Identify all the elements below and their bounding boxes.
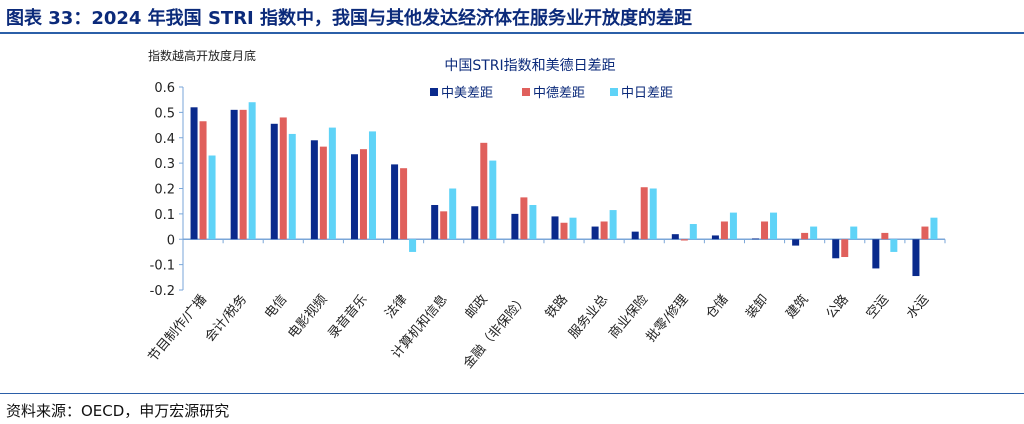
bar-1 — [190, 107, 198, 240]
bar-1 — [752, 238, 760, 240]
bar-1 — [511, 213, 519, 240]
bar-1 — [350, 154, 358, 240]
bar-2 — [600, 221, 608, 240]
bar-2 — [761, 221, 769, 240]
bar-3 — [569, 217, 577, 240]
bar-3 — [770, 212, 778, 240]
bar-3 — [850, 226, 858, 240]
x-tick-label: 电影视频 — [286, 292, 331, 341]
bar-2 — [239, 109, 247, 240]
chart-title: 中国STRI指数和美德日差距 — [444, 58, 615, 74]
bar-2 — [440, 211, 448, 240]
x-tick-label: 会计/税务 — [202, 292, 251, 345]
legend-swatch — [430, 88, 438, 96]
bar-1 — [310, 140, 318, 240]
bar-2 — [680, 239, 688, 241]
bar-3 — [689, 224, 697, 240]
bar-1 — [711, 235, 719, 240]
x-tick-label: 公路 — [823, 292, 852, 322]
bar-1 — [270, 123, 278, 240]
x-tick-label: 水运 — [904, 292, 932, 322]
y-tick-label: -0.1 — [150, 259, 175, 274]
footer-divider — [0, 393, 1024, 394]
y-tick-label: 0.6 — [154, 81, 175, 96]
x-tick-label: 仓储 — [703, 292, 731, 322]
bar-3 — [449, 188, 457, 240]
bar-2 — [881, 232, 889, 240]
bar-1 — [431, 204, 439, 240]
y-tick-label: -0.2 — [150, 284, 175, 299]
bar-2 — [640, 187, 648, 240]
bar-3 — [729, 212, 737, 240]
bar-2 — [560, 222, 568, 240]
page-title: 图表 33：2024 年我国 STRI 指数中，我国与其他发达经济体在服务业开放… — [6, 8, 693, 29]
y-tick-label: 0 — [167, 233, 175, 248]
legend-swatch — [522, 88, 530, 96]
bar-3 — [890, 239, 898, 252]
bar-2 — [400, 168, 408, 240]
y-axis-annotation: 指数越高开放度月底 — [148, 48, 256, 63]
legend-label: 中德差距 — [533, 86, 585, 101]
bar-3 — [930, 217, 938, 240]
x-tick-label: 录音音乐 — [325, 292, 371, 342]
bar-3 — [529, 204, 537, 240]
legend-label: 中美差距 — [441, 86, 493, 101]
x-tick-label: 空运 — [864, 292, 892, 322]
y-tick-label: 0.4 — [154, 132, 175, 147]
legend-swatch — [610, 88, 618, 96]
legend-label: 中日差距 — [621, 86, 673, 101]
x-tick-label: 建筑 — [783, 292, 812, 322]
bar-1 — [912, 239, 920, 277]
bar-1 — [872, 239, 880, 269]
bar-3 — [368, 131, 376, 240]
x-tick-label: 铁路 — [542, 292, 571, 322]
bar-2 — [359, 149, 367, 240]
x-tick-label: 电信 — [262, 292, 290, 322]
bar-1 — [792, 239, 800, 246]
x-tick-label: 装卸 — [743, 292, 772, 322]
bar-2 — [801, 232, 809, 240]
bar-3 — [810, 226, 818, 240]
y-tick-label: 0.1 — [154, 208, 175, 223]
bar-3 — [649, 188, 657, 240]
x-tick-label: 批零/修理 — [644, 292, 692, 345]
bar-1 — [832, 239, 840, 259]
bar-2 — [480, 142, 488, 240]
bar-1 — [671, 234, 679, 240]
bar-2 — [921, 226, 929, 240]
y-tick-label: 0.5 — [154, 106, 175, 121]
y-tick-label: 0.2 — [154, 183, 175, 198]
x-tick-label: 节目制作/广播 — [146, 292, 210, 365]
bar-3 — [328, 127, 336, 240]
bar-2 — [319, 146, 327, 240]
bar-2 — [199, 121, 207, 240]
bar-2 — [279, 117, 287, 240]
bar-1 — [631, 231, 639, 240]
bar-3 — [609, 210, 617, 240]
y-tick-label: 0.3 — [154, 157, 175, 172]
bar-1 — [230, 109, 238, 240]
bar-3 — [208, 155, 216, 240]
bar-1 — [391, 164, 399, 240]
x-tick-label: 法律 — [382, 292, 410, 322]
bar-1 — [591, 226, 599, 240]
bar-3 — [288, 133, 296, 240]
bar-1 — [471, 206, 479, 240]
bar-3 — [409, 239, 417, 252]
title-divider — [0, 32, 1024, 34]
bar-3 — [489, 160, 497, 240]
bar-2 — [841, 239, 849, 258]
source-note: 资料来源：OECD，申万宏源研究 — [6, 402, 230, 420]
bar-2 — [520, 197, 528, 240]
bar-2 — [720, 221, 728, 240]
bar-1 — [551, 216, 559, 240]
x-tick-label: 邮政 — [463, 292, 491, 322]
x-tick-label: 服务业总 — [565, 292, 611, 342]
bar-3 — [248, 102, 256, 240]
